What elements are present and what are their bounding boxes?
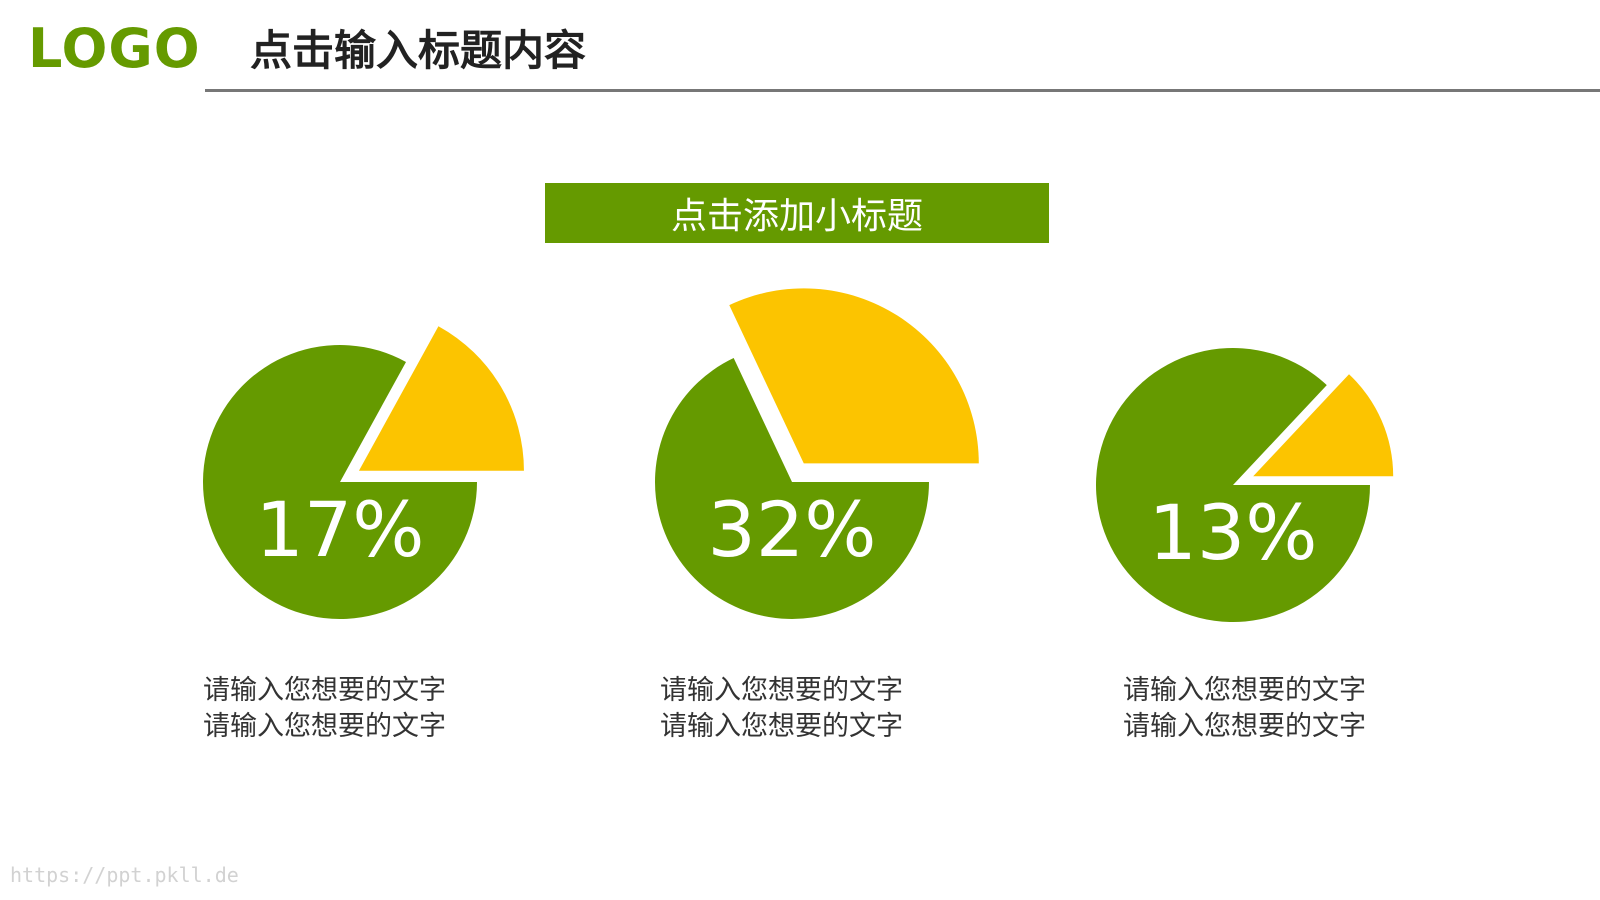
footer-url[interactable]: https://ppt.pkll.de bbox=[10, 863, 239, 887]
caption-2[interactable]: 请输入您想要的文字 请输入您想要的文字 bbox=[660, 673, 940, 745]
pie-1-highlight-slice bbox=[358, 326, 524, 471]
subtitle-text: 点击添加小标题 bbox=[670, 196, 923, 237]
title-divider bbox=[205, 89, 1600, 92]
logo: LOGO bbox=[28, 17, 201, 80]
pie-3-highlight-slice bbox=[1253, 374, 1394, 477]
caption-3-line-2: 请输入您想要的文字 bbox=[1123, 711, 1366, 742]
caption-2-line-1: 请输入您想要的文字 bbox=[660, 675, 903, 706]
pie-2-percent-label: 32% bbox=[708, 485, 877, 574]
subtitle-banner[interactable]: 点击添加小标题 bbox=[545, 183, 1049, 243]
caption-3[interactable]: 请输入您想要的文字 请输入您想要的文字 bbox=[1123, 673, 1403, 745]
pie-3-remainder-slice bbox=[1096, 347, 1370, 622]
caption-1-line-1: 请输入您想要的文字 bbox=[203, 675, 446, 706]
caption-1-line-2: 请输入您想要的文字 bbox=[203, 711, 446, 742]
pie-1-percent-label: 17% bbox=[256, 485, 425, 574]
pie-2-remainder-slice bbox=[655, 358, 929, 619]
pie-1-remainder-slice bbox=[202, 345, 477, 619]
caption-2-line-2: 请输入您想要的文字 bbox=[660, 711, 903, 742]
pie-2-highlight-slice bbox=[729, 288, 979, 464]
caption-3-line-1: 请输入您想要的文字 bbox=[1123, 675, 1366, 706]
page-title[interactable]: 点击输入标题内容 bbox=[250, 26, 587, 75]
caption-1[interactable]: 请输入您想要的文字 请输入您想要的文字 bbox=[203, 673, 483, 745]
pie-3-percent-label: 13% bbox=[1149, 488, 1318, 577]
